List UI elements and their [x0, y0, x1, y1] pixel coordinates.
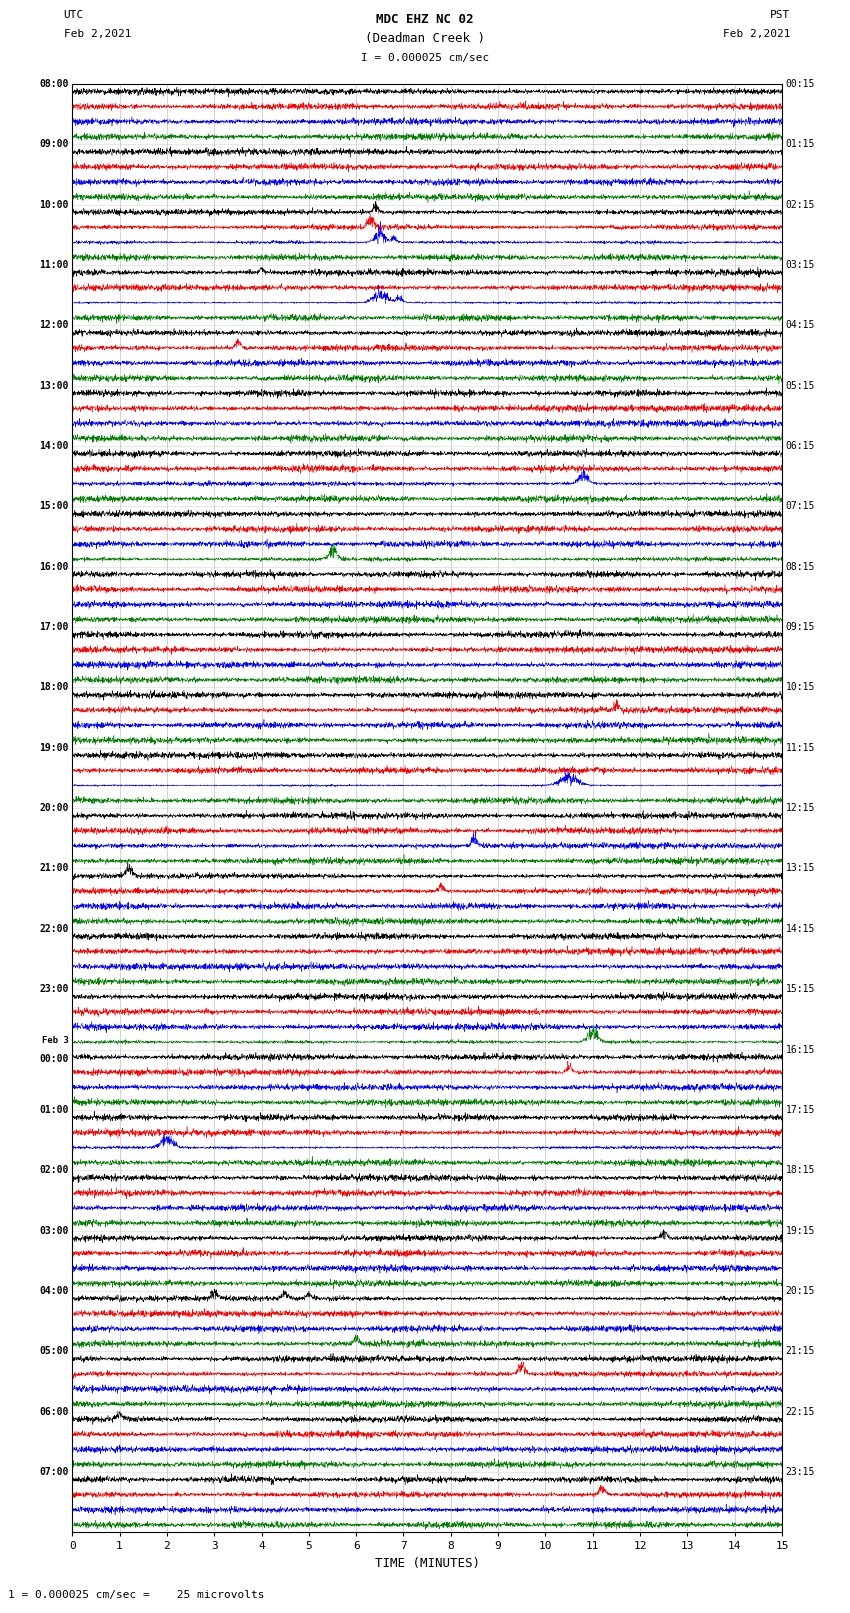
Text: Feb 3: Feb 3	[42, 1036, 69, 1045]
Text: MDC EHZ NC 02: MDC EHZ NC 02	[377, 13, 473, 26]
Text: 19:15: 19:15	[785, 1226, 815, 1236]
Text: 07:00: 07:00	[39, 1466, 69, 1478]
Text: 13:00: 13:00	[39, 381, 69, 390]
Text: 19:00: 19:00	[39, 742, 69, 753]
Text: 23:00: 23:00	[39, 984, 69, 994]
Text: 16:00: 16:00	[39, 561, 69, 571]
Text: 12:00: 12:00	[39, 321, 69, 331]
Text: 00:15: 00:15	[785, 79, 815, 89]
Text: 1 = 0.000025 cm/sec =    25 microvolts: 1 = 0.000025 cm/sec = 25 microvolts	[8, 1590, 265, 1600]
Text: Feb 2,2021: Feb 2,2021	[64, 29, 131, 39]
Text: (Deadman Creek ): (Deadman Creek )	[365, 32, 485, 45]
Text: 08:15: 08:15	[785, 561, 815, 571]
Text: 21:15: 21:15	[785, 1347, 815, 1357]
Text: Feb 2,2021: Feb 2,2021	[723, 29, 791, 39]
Text: 06:15: 06:15	[785, 440, 815, 452]
Text: 10:00: 10:00	[39, 200, 69, 210]
Text: 07:15: 07:15	[785, 502, 815, 511]
Text: 16:15: 16:15	[785, 1045, 815, 1055]
Text: 18:15: 18:15	[785, 1165, 815, 1176]
Text: 05:00: 05:00	[39, 1347, 69, 1357]
Text: 20:15: 20:15	[785, 1286, 815, 1295]
Text: 15:15: 15:15	[785, 984, 815, 994]
Text: 06:00: 06:00	[39, 1407, 69, 1416]
Text: 04:15: 04:15	[785, 321, 815, 331]
Text: 12:15: 12:15	[785, 803, 815, 813]
Text: 17:15: 17:15	[785, 1105, 815, 1115]
X-axis label: TIME (MINUTES): TIME (MINUTES)	[375, 1557, 479, 1569]
Text: PST: PST	[770, 10, 790, 19]
Text: 20:00: 20:00	[39, 803, 69, 813]
Text: 11:15: 11:15	[785, 742, 815, 753]
Text: 00:00: 00:00	[39, 1053, 69, 1065]
Text: 11:00: 11:00	[39, 260, 69, 269]
Text: 02:00: 02:00	[39, 1165, 69, 1176]
Text: 03:00: 03:00	[39, 1226, 69, 1236]
Text: 05:15: 05:15	[785, 381, 815, 390]
Text: 13:15: 13:15	[785, 863, 815, 874]
Text: 08:00: 08:00	[39, 79, 69, 89]
Text: 21:00: 21:00	[39, 863, 69, 874]
Text: 09:00: 09:00	[39, 139, 69, 150]
Text: 22:00: 22:00	[39, 924, 69, 934]
Text: 10:15: 10:15	[785, 682, 815, 692]
Text: 23:15: 23:15	[785, 1466, 815, 1478]
Text: UTC: UTC	[64, 10, 84, 19]
Text: 01:00: 01:00	[39, 1105, 69, 1115]
Text: 14:15: 14:15	[785, 924, 815, 934]
Text: 17:00: 17:00	[39, 623, 69, 632]
Text: 01:15: 01:15	[785, 139, 815, 150]
Text: I = 0.000025 cm/sec: I = 0.000025 cm/sec	[361, 53, 489, 63]
Text: 22:15: 22:15	[785, 1407, 815, 1416]
Text: 03:15: 03:15	[785, 260, 815, 269]
Text: 15:00: 15:00	[39, 502, 69, 511]
Text: 18:00: 18:00	[39, 682, 69, 692]
Text: 14:00: 14:00	[39, 440, 69, 452]
Text: 02:15: 02:15	[785, 200, 815, 210]
Text: 04:00: 04:00	[39, 1286, 69, 1295]
Text: 09:15: 09:15	[785, 623, 815, 632]
